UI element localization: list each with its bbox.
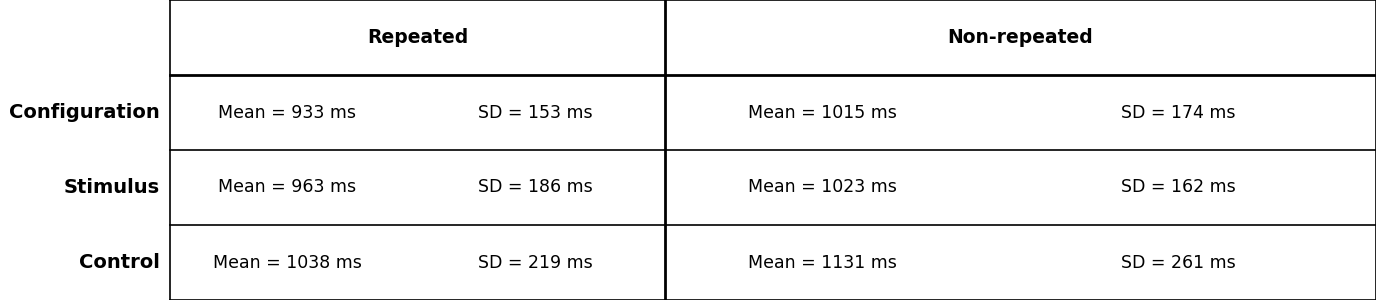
Text: SD = 261 ms: SD = 261 ms: [1120, 254, 1236, 272]
Text: SD = 186 ms: SD = 186 ms: [477, 178, 593, 196]
Text: SD = 219 ms: SD = 219 ms: [477, 254, 593, 272]
Text: Mean = 1038 ms: Mean = 1038 ms: [213, 254, 362, 272]
Text: Mean = 1023 ms: Mean = 1023 ms: [749, 178, 897, 196]
Text: Repeated: Repeated: [367, 28, 468, 47]
Text: Control: Control: [80, 253, 160, 272]
Text: Mean = 1131 ms: Mean = 1131 ms: [749, 254, 897, 272]
Text: Mean = 933 ms: Mean = 933 ms: [219, 103, 356, 122]
Text: Mean = 1015 ms: Mean = 1015 ms: [749, 103, 897, 122]
Text: Non-repeated: Non-repeated: [948, 28, 1094, 47]
Text: Configuration: Configuration: [10, 103, 160, 122]
Text: Mean = 963 ms: Mean = 963 ms: [219, 178, 356, 196]
Text: SD = 174 ms: SD = 174 ms: [1120, 103, 1236, 122]
Text: Stimulus: Stimulus: [63, 178, 160, 197]
Text: SD = 162 ms: SD = 162 ms: [1120, 178, 1236, 196]
Text: SD = 153 ms: SD = 153 ms: [477, 103, 592, 122]
